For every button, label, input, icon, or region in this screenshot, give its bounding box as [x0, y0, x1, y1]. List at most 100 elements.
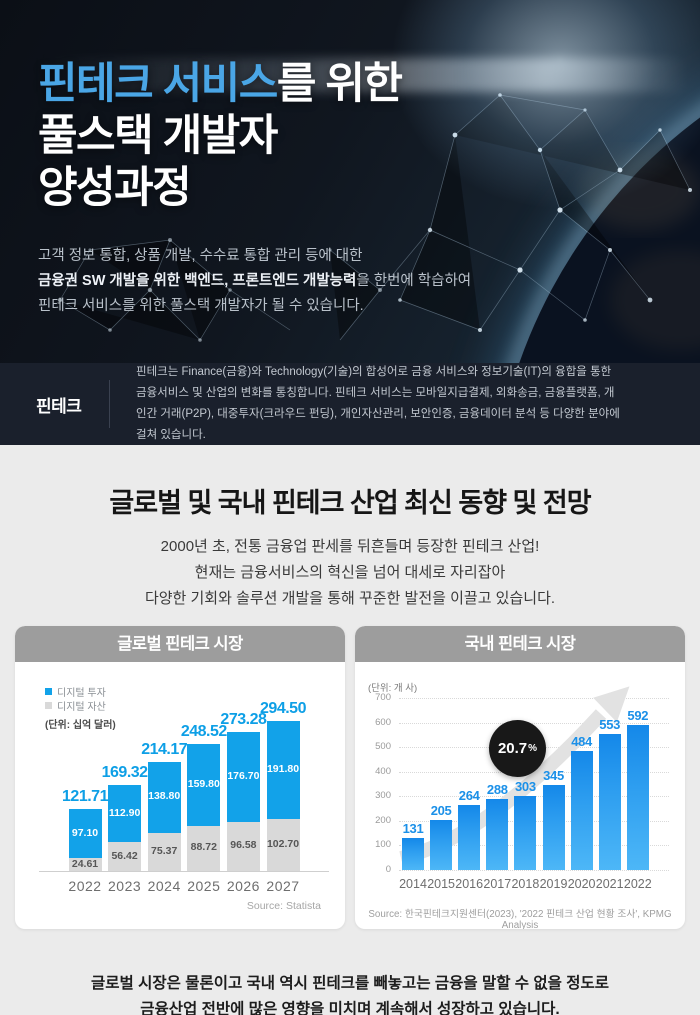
- section-subtext-line3: 다양한 기회와 솔루션 개발을 통해 꾸준한 발전을 이끌고 있습니다.: [144, 590, 556, 607]
- legend-label-digital-asset: 디지털 자산: [57, 701, 106, 713]
- global-chart-title: 글로벌 핀테크 시장: [15, 626, 345, 662]
- bar-domestic-fintech: [542, 785, 565, 870]
- x-axis-label: 2026: [226, 878, 260, 894]
- hero-title-line1-rest: 를 위한: [276, 60, 403, 108]
- unit-label: (단위: 개 사): [368, 683, 418, 694]
- hero-title-line1: 핀테크 서비스를 위한: [38, 58, 471, 110]
- x-axis-label: 2016: [455, 877, 484, 891]
- hero-section: 핀테크 서비스를 위한 풀스택 개발자 양성과정 고객 정보 통합, 상품 개발…: [0, 0, 700, 363]
- bar-segment-digital-invest: [108, 784, 142, 843]
- hero-title-accent: 핀테크 서비스: [38, 60, 278, 108]
- hero-desc-line1: 고객 정보 통합, 상품 개발, 수수료 통합 관리 등에 대한: [38, 248, 363, 264]
- bar-total-label: 248.52: [180, 723, 227, 741]
- x-axis-label: 2023: [108, 878, 142, 894]
- bar-domestic-fintech: [514, 795, 537, 870]
- domestic-chart-body: (단위: 개 사) 20.7% 0 100 200 300 400 500 600 700 13…: [355, 662, 685, 929]
- hero-title-line2: 풀스택 개발자: [38, 112, 278, 160]
- y-axis-tick-label: 500: [375, 741, 391, 753]
- legend-item-digital-invest: 디지털 투자: [45, 684, 106, 699]
- y-axis-tick-label: 600: [375, 716, 391, 728]
- bar-asset-value-label: 88.72: [190, 841, 217, 854]
- chart-source: Source: Statista: [246, 900, 321, 912]
- vertical-divider: [109, 380, 110, 428]
- x-axis-label: 2024: [147, 878, 181, 894]
- closing-statement: 글로벌 시장은 물론이고 국내 역시 핀테크를 빼놓고는 금융을 말할 수 없을…: [0, 971, 700, 1015]
- hero-desc-bold: 금융권 SW 개발을 위한 백엔드, 프론트엔드 개발능력: [38, 273, 357, 289]
- closing-line1: 글로벌 시장은 물론이고 국내 역시 핀테크를 빼놓고는 금융을 말할 수 없을…: [91, 975, 609, 992]
- bar-domestic-fintech: [402, 837, 424, 870]
- y-axis-tick-label: 200: [375, 814, 391, 826]
- bar-asset-value-label: 102.70: [266, 837, 300, 850]
- bar-total-label: 121.71: [62, 788, 108, 805]
- legend-swatch-digital-invest: [45, 687, 52, 695]
- lens-flare-glow: [390, 0, 700, 210]
- x-axis-label: 2022: [623, 877, 652, 891]
- bar-asset-value-label: 56.42: [111, 849, 138, 862]
- y-axis-tick-label: 0: [385, 864, 391, 875]
- bar-invest-value-label: 176.70: [227, 769, 260, 782]
- bar-invest-value-label: 112.90: [108, 806, 141, 819]
- global-chart-body: 디지털 투자 디지털 자산 (단위: 십억 달러) 121.71 97.10 24.…: [15, 662, 345, 929]
- percent-sign: %: [528, 743, 538, 754]
- chart-source: Source: 한국핀테크지원센터(2023), '2022 핀테크 산업 현황…: [368, 909, 672, 929]
- bar-domestic-fintech: [486, 799, 509, 870]
- bar-segment-digital-asset: [108, 842, 142, 871]
- bar-invest-value-label: 97.10: [71, 826, 99, 839]
- bar-segment-digital-invest: [187, 744, 221, 826]
- section-subtext-line1: 2000년 초, 전통 금융업 판세를 뒤흔들며 등장한 핀테크 산업!: [160, 538, 540, 555]
- domestic-fintech-market-card: 국내 핀테크 시장 (단위: 개 사) 20.7% 0 100 200 300 400 5…: [355, 626, 685, 929]
- bar-segment-digital-asset: [266, 818, 300, 871]
- y-axis-tick-label: 400: [375, 765, 391, 777]
- bar-value-label: 205: [430, 802, 452, 818]
- bar-asset-value-label: 96.58: [230, 839, 257, 852]
- horizontal-gridline: [399, 722, 669, 724]
- bar-total-label: 214.17: [141, 740, 188, 758]
- bar-value-label: 264: [458, 788, 480, 804]
- x-axis-label: 2015: [427, 877, 455, 891]
- domestic-chart-plot: 20.7% 0 100 200 300 400 500 600 700 131 2014 205 20…: [355, 662, 685, 929]
- bar-segment-digital-asset: [147, 832, 181, 871]
- bar-domestic-fintech: [626, 724, 649, 870]
- bar-value-label: 592: [627, 707, 649, 723]
- global-fintech-market-card: 글로벌 핀테크 시장 디지털 투자 디지털 자산 (단위: 십억 달러) 121…: [15, 626, 345, 929]
- definition-body: 핀테크는 Finance(금융)와 Technology(기술)의 합성어로 금…: [136, 366, 620, 441]
- trend-section: 글로벌 및 국내 핀테크 산업 최신 동향 및 전망 2000년 초, 전통 금…: [0, 445, 700, 1015]
- section-subtext: 2000년 초, 전통 금융업 판세를 뒤흔들며 등장한 핀테크 산업! 현재는…: [0, 534, 700, 612]
- y-axis-tick-label: 700: [375, 692, 391, 703]
- closing-line2: 금융산업 전반에 많은 영향을 미치며 계속해서 성장하고 있습니다.: [140, 1001, 560, 1015]
- fintech-definition-band: 핀테크 핀테크는 Finance(금융)와 Technology(기술)의 합성…: [0, 363, 700, 445]
- bar-total-label: 273.28: [220, 710, 267, 728]
- section-heading: 글로벌 및 국내 핀테크 산업 최신 동향 및 전망: [109, 488, 591, 518]
- hero-desc-line2: 금융권 SW 개발을 위한 백엔드, 프론트엔드 개발능력을 한번에 학습하여: [38, 269, 471, 294]
- growth-rate-badge: 20.7%: [489, 720, 546, 777]
- charts-row: 글로벌 핀테크 시장 디지털 투자 디지털 자산 (단위: 십억 달러) 121…: [0, 626, 700, 929]
- growth-rate-value: 20.7: [497, 740, 528, 757]
- hero-desc-line3: 핀테크 서비스를 위한 풀스택 개발자가 될 수 있습니다.: [38, 298, 364, 314]
- hero-title: 핀테크 서비스를 위한 풀스택 개발자 양성과정: [38, 58, 471, 214]
- x-axis-label: 2020: [567, 877, 596, 891]
- x-axis-line: [39, 871, 329, 872]
- x-axis-label: 2017: [483, 877, 512, 891]
- bar-value-label: 131: [402, 820, 424, 836]
- y-axis-tick-label: 300: [375, 790, 391, 802]
- bar-segment-digital-invest: [266, 721, 300, 819]
- x-axis-label: 2027: [266, 878, 300, 894]
- x-axis-label: 2018: [511, 877, 540, 891]
- bar-value-label: 484: [571, 734, 592, 750]
- bar-domestic-fintech: [598, 734, 621, 870]
- horizontal-gridline: [399, 698, 669, 699]
- bar-value-label: 553: [599, 717, 621, 733]
- hero-background: [0, 0, 700, 363]
- x-axis-label: 2021: [595, 877, 624, 891]
- hero-title-line3: 양성과정: [38, 164, 192, 212]
- y-axis-tick-label: 100: [375, 839, 391, 851]
- bar-segment-digital-invest: [226, 731, 260, 822]
- legend-item-digital-asset: 디지털 자산: [45, 698, 106, 713]
- legend-swatch-digital-asset: [45, 701, 52, 709]
- domestic-chart-title: 국내 핀테크 시장: [355, 626, 685, 662]
- bar-domestic-fintech: [570, 751, 593, 870]
- bar-segment-digital-asset: [68, 858, 102, 871]
- bar-total-label: 294.50: [260, 700, 306, 717]
- x-axis-label: 2025: [187, 878, 221, 894]
- bar-value-label: 345: [543, 768, 564, 784]
